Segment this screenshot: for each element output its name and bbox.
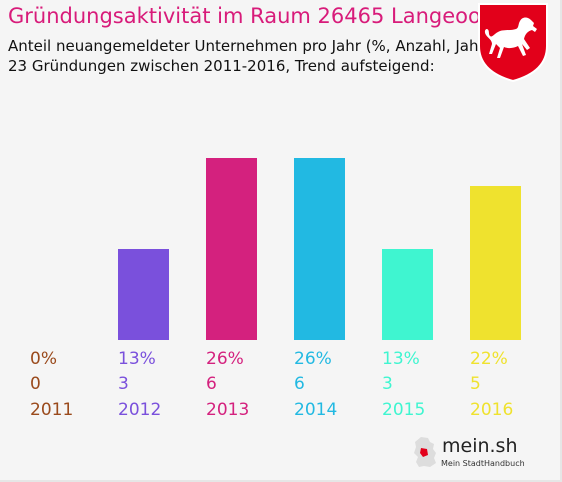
percent-label-2011: 0%: [30, 349, 57, 369]
percent-label-2016: 22%: [470, 349, 508, 369]
mein-sh-logo: mein.sh Mein StadtHandbuch: [412, 434, 525, 474]
year-label-2016: 2016: [470, 400, 513, 420]
year-label-2013: 2013: [206, 400, 249, 420]
count-label-2016: 5: [470, 374, 481, 394]
percent-label-2013: 26%: [206, 349, 244, 369]
logo-text: mein.sh: [442, 435, 518, 457]
percent-label-2015: 13%: [382, 349, 420, 369]
percent-label-2012: 13%: [118, 349, 156, 369]
lower-saxony-horse-crest-icon: [478, 3, 548, 82]
year-label-2015: 2015: [382, 400, 425, 420]
year-label-2012: 2012: [118, 400, 161, 420]
year-label-2014: 2014: [294, 400, 337, 420]
logo-subtext: Mein StadtHandbuch: [441, 459, 525, 468]
bar-2014: [294, 158, 345, 340]
bar-2015: [382, 249, 433, 340]
count-label-2012: 3: [118, 374, 129, 394]
bar-2013: [206, 158, 257, 340]
bar-2016: [470, 186, 521, 340]
year-label-2011: 2011: [30, 400, 73, 420]
count-label-2013: 6: [206, 374, 217, 394]
percent-label-2014: 26%: [294, 349, 332, 369]
count-label-2011: 0: [30, 374, 41, 394]
germany-map-icon: [414, 437, 436, 467]
count-label-2015: 3: [382, 374, 393, 394]
chart-subtitle: Anteil neuangemeldeter Unternehmen pro J…: [8, 37, 491, 55]
count-label-2014: 6: [294, 374, 305, 394]
crest-horse: [484, 17, 537, 58]
bar-2012: [118, 249, 169, 340]
chart-title: Gründungsaktivität im Raum 26465 Langeoo…: [8, 4, 495, 28]
chart-summary: 23 Gründungen zwischen 2011-2016, Trend …: [8, 57, 435, 75]
